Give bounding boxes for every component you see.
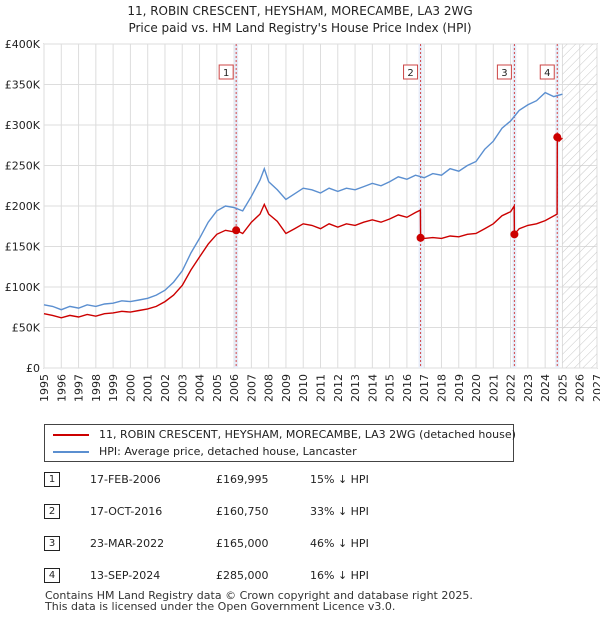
x-tick-label: 1999 [107,374,120,402]
x-tick-label: 2016 [401,374,414,402]
footer-copyright: Contains HM Land Registry data © Crown c… [45,589,473,602]
y-tick-label: £200K [5,200,41,213]
legend-swatch-property [53,434,89,436]
x-tick-label: 1996 [55,374,68,402]
title-line-2: Price paid vs. HM Land Registry's House … [128,21,472,35]
x-tick-label: 2019 [453,374,466,402]
x-tick-label: 2022 [505,374,518,402]
sale-number-badge: 4 [44,568,60,583]
x-tick-label: 2005 [211,374,224,402]
sale-point [510,230,519,239]
x-tick-label: 2004 [194,374,207,402]
x-tick-label: 2010 [297,374,310,402]
x-tick-label: 1995 [38,374,51,402]
sale-price: £285,000 [216,569,269,582]
sale-date: 23-MAR-2022 [90,537,165,550]
title-line-1: 11, ROBIN CRESCENT, HEYSHAM, MORECAMBE, … [127,4,473,18]
sale-row: 1 17-FEB-2006 £169,995 15% ↓ HPI [44,470,464,490]
sale-label-box [496,64,512,80]
legend: 11, ROBIN CRESCENT, HEYSHAM, MORECAMBE, … [44,424,516,462]
x-tick-label: 2018 [435,374,448,402]
sale-label-box [539,64,555,80]
series-lines [43,91,563,319]
legend-swatch-hpi [53,451,89,453]
x-tick-label: 2000 [124,374,137,402]
sale-label-box [218,64,234,80]
legend-label-hpi: HPI: Average price, detached house, Lanc… [99,445,357,458]
x-tick-label: 2007 [245,374,258,402]
hpi-series-line [43,91,563,311]
sale-label-box [403,64,419,80]
x-tick-label: 2009 [280,374,293,402]
y-tick-label: £50K [12,322,41,335]
sale-number-badge: 2 [44,504,60,519]
x-tick-label: 1998 [90,374,103,402]
footer: Contains HM Land Registry data © Crown c… [45,590,473,612]
y-tick-label: £300K [5,119,41,132]
sale-hpi-diff: 46% ↓ HPI [310,537,369,550]
y-tick-label: £0 [26,362,40,375]
sale-hpi-diff: 15% ↓ HPI [310,473,369,486]
sale-number-badge: 3 [44,536,60,551]
x-tick-label: 2015 [384,374,397,402]
x-tick-label: 2012 [332,374,345,402]
sale-label: 3 [501,68,507,79]
price-chart: 1 2 3 4 £0 £50K £100K £150K £200K £250K £300K £350… [5,38,600,402]
x-tick-label: 2021 [487,374,500,402]
y-tick-label: £100K [5,281,41,294]
sale-date: 17-FEB-2006 [90,473,161,486]
y-tick-label: £250K [5,160,41,173]
legend-item-property: 11, ROBIN CRESCENT, HEYSHAM, MORECAMBE, … [53,427,516,443]
sale-price: £165,000 [216,537,269,550]
sale-point [416,233,425,242]
x-tick-label: 2008 [263,374,276,402]
sale-row: 3 23-MAR-2022 £165,000 46% ↓ HPI [44,534,464,554]
x-tick-label: 2011 [315,374,328,402]
sale-price: £169,995 [216,473,269,486]
forecast-hatched-band [562,44,597,368]
x-tick-label: 2014 [366,374,379,402]
sale-label: 1 [223,68,229,79]
x-tick-label: 2017 [418,374,431,402]
y-tick-label: £150K [5,241,41,254]
chart-title: 11, ROBIN CRESCENT, HEYSHAM, MORECAMBE, … [0,3,600,37]
sale-label: 4 [544,68,550,79]
x-tick-label: 2027 [591,374,600,402]
x-tick-label: 2003 [176,374,189,402]
sale-hpi-diff: 16% ↓ HPI [310,569,369,582]
axis-tick-labels: £0 £50K £100K £150K £200K £250K £300K £350K £400… [5,38,600,402]
x-tick-label: 2025 [556,374,569,402]
sale-hpi-diff: 33% ↓ HPI [310,505,369,518]
x-tick-label: 2001 [142,374,155,402]
sale-label: 2 [407,68,413,79]
x-tick-label: 2024 [539,374,552,402]
sale-point [232,226,241,235]
x-tick-label: 2020 [470,374,483,402]
x-tick-label: 2023 [522,374,535,402]
sale-point [553,133,562,142]
x-tick-label: 1997 [73,374,86,402]
x-tick-label: 2026 [574,374,587,402]
x-tick-label: 2002 [159,374,172,402]
sale-row: 4 13-SEP-2024 £285,000 16% ↓ HPI [44,566,464,586]
sale-price: £160,750 [216,505,269,518]
footer-licence: This data is licensed under the Open Gov… [45,600,396,613]
property-series-line [43,136,563,319]
sale-date: 13-SEP-2024 [90,569,161,582]
sale-number-badge: 1 [44,472,60,487]
y-tick-label: £350K [5,79,41,92]
x-tick-label: 2013 [349,374,362,402]
sale-row: 2 17-OCT-2016 £160,750 33% ↓ HPI [44,502,464,522]
sale-markers: 1 2 3 4 [218,64,562,242]
legend-label-property: 11, ROBIN CRESCENT, HEYSHAM, MORECAMBE, … [99,428,516,441]
y-tick-label: £400K [5,38,41,51]
x-tick-label: 2006 [228,374,241,402]
legend-item-hpi: HPI: Average price, detached house, Lanc… [53,444,357,460]
sale-date: 17-OCT-2016 [90,505,163,518]
